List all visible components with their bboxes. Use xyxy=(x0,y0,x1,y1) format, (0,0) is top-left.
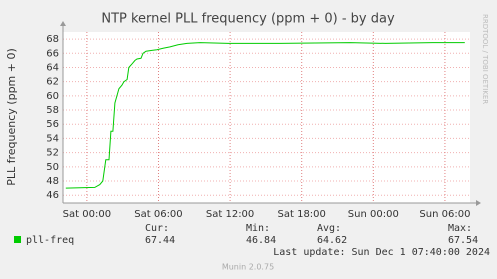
x-tick-label: Sat 06:00 xyxy=(134,209,182,220)
x-tick-label: Sun 06:00 xyxy=(419,209,470,220)
stat-header: Min: xyxy=(246,223,270,234)
x-tick-label: Sat 12:00 xyxy=(206,209,254,220)
chart-title: NTP kernel PLL frequency (ppm + 0) - by … xyxy=(101,12,395,27)
y-tick-label: 46 xyxy=(46,190,59,201)
last-update: Last update: Sun Dec 1 07:40:00 2024 xyxy=(273,247,490,258)
x-tick-label: Sun 00:00 xyxy=(348,209,399,220)
stat-value: 46.84 xyxy=(246,235,276,246)
x-axis-arrow xyxy=(476,200,481,206)
y-tick-label: 58 xyxy=(46,105,59,116)
y-tick-label: 62 xyxy=(46,77,59,88)
data-line xyxy=(65,42,465,189)
y-tick-label: 56 xyxy=(46,119,59,130)
stat-header: Cur: xyxy=(145,223,169,234)
stat-header: Max: xyxy=(448,223,472,234)
y-tick-label: 54 xyxy=(46,133,59,144)
y-axis-label: PLL frequency (ppm + 0) xyxy=(5,48,18,186)
stat-value: 64.62 xyxy=(317,235,347,246)
x-tick-label: Sat 00:00 xyxy=(63,209,111,220)
x-tick-label: Sat 18:00 xyxy=(278,209,326,220)
stat-header: Avg: xyxy=(317,223,341,234)
legend-label: pll-freq xyxy=(26,235,74,246)
y-tick-label: 68 xyxy=(46,34,59,45)
stat-value: 67.54 xyxy=(448,235,478,246)
y-axis-arrow xyxy=(60,21,66,26)
y-tick-label: 48 xyxy=(46,176,59,187)
stat-value: 67.44 xyxy=(145,235,175,246)
legend-swatch xyxy=(14,236,21,243)
y-tick-label: 52 xyxy=(46,148,59,159)
watermark: RRDTOOL / TOBI OETIKER xyxy=(481,14,489,104)
y-tick-label: 66 xyxy=(46,48,59,59)
plot-area xyxy=(63,32,470,203)
y-tick-label: 64 xyxy=(46,62,59,73)
y-tick-label: 50 xyxy=(46,162,59,173)
y-tick-label: 60 xyxy=(46,91,59,102)
footer: Munin 2.0.75 xyxy=(222,263,274,272)
